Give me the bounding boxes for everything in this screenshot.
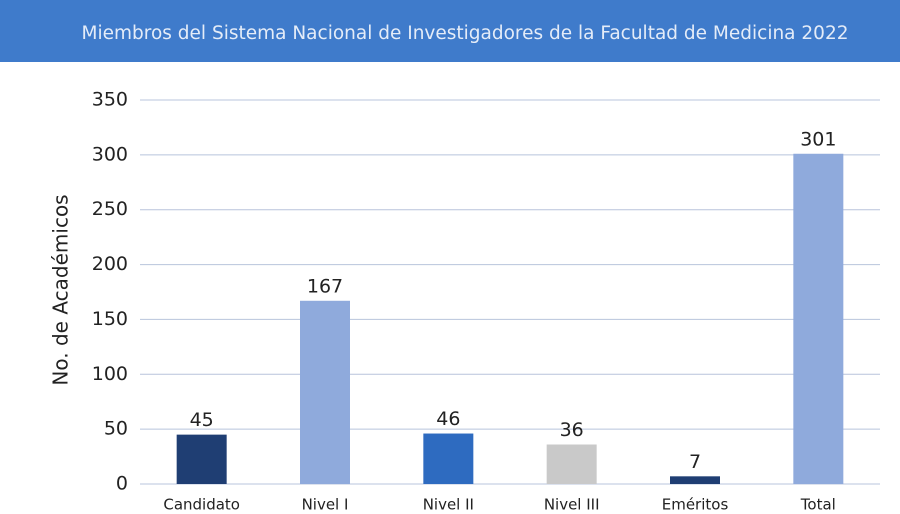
bar bbox=[793, 153, 844, 484]
x-tick-label: Eméritos bbox=[662, 496, 729, 514]
value-label: 301 bbox=[800, 128, 836, 150]
bar bbox=[176, 434, 227, 484]
chart-title: Miembros del Sistema Nacional de Investi… bbox=[82, 23, 849, 44]
y-axis-label: No. de Académicos bbox=[49, 194, 73, 385]
y-tick-label: 250 bbox=[92, 198, 128, 220]
value-label: 46 bbox=[436, 408, 460, 430]
y-tick-label: 300 bbox=[92, 143, 128, 165]
x-tick-label: Nivel III bbox=[544, 496, 600, 514]
y-tick-label: 150 bbox=[92, 308, 128, 330]
title-banner bbox=[0, 0, 900, 62]
y-tick-label: 200 bbox=[92, 253, 128, 275]
bar bbox=[670, 476, 720, 484]
y-tick-label: 350 bbox=[92, 89, 128, 111]
x-tick-label: Nivel II bbox=[423, 496, 474, 514]
bar bbox=[423, 433, 474, 484]
bar bbox=[546, 444, 597, 484]
y-tick-label: 100 bbox=[92, 363, 128, 385]
y-tick-label: 50 bbox=[104, 418, 128, 440]
value-label: 167 bbox=[307, 275, 343, 297]
bar bbox=[300, 300, 350, 484]
y-tick-label: 0 bbox=[116, 473, 128, 495]
x-tick-label: Nivel I bbox=[302, 496, 349, 514]
value-label: 45 bbox=[190, 409, 214, 431]
x-tick-label: Candidato bbox=[163, 496, 240, 514]
value-label: 7 bbox=[689, 451, 701, 473]
x-tick-label: Total bbox=[800, 496, 836, 514]
value-label: 36 bbox=[560, 419, 584, 441]
